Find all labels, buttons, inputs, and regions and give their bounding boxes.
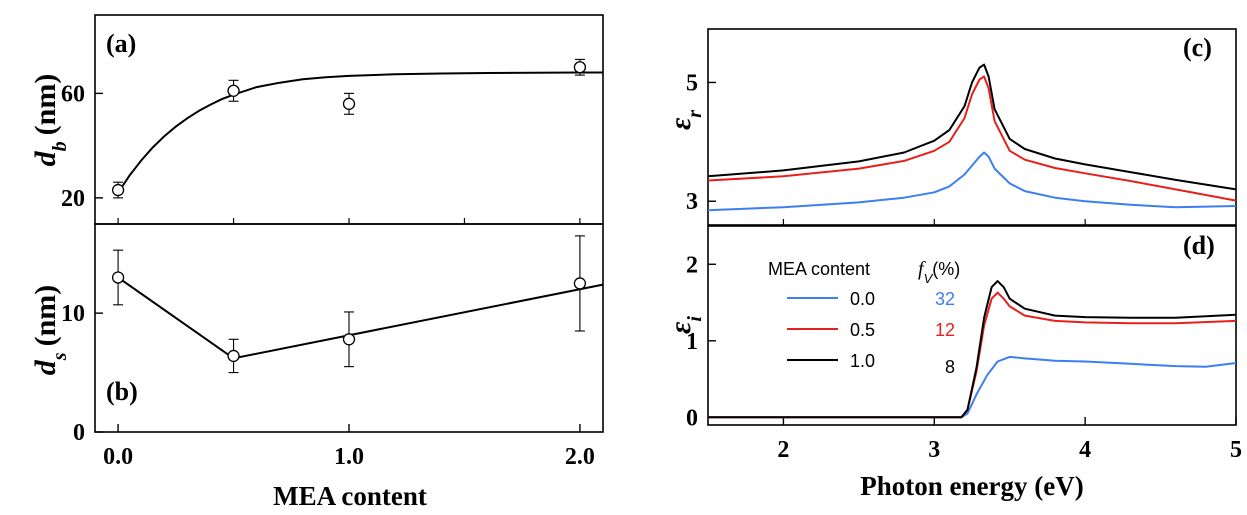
panel-b-xtick-label-0: 0.0 <box>103 444 133 470</box>
legend-header-left: MEA content <box>768 259 870 279</box>
panel-a-label: (a) <box>106 29 136 58</box>
panel-d-label: (d) <box>1183 231 1215 260</box>
panel-b-xtick-label-2: 2.0 <box>565 444 595 470</box>
panel-a-ytick-label-1: 60 <box>61 81 85 107</box>
panel-d-xtick-label-2: 4 <box>1079 437 1091 463</box>
panel-b-point-1 <box>227 349 240 363</box>
panel-d-series-line-1 <box>708 291 1237 419</box>
panel-b-ytick-label-1: 10 <box>61 301 85 327</box>
panel-c-ylabel: εr <box>664 110 706 130</box>
legend-value-1: 12 <box>935 320 955 340</box>
legend: MEA content fV(%) 0.0 32 0.5 12 1.0 8 <box>768 258 960 377</box>
panel-c-ytick-label-0: 3 <box>686 189 698 215</box>
panel-c-series-line-0 <box>707 151 1237 212</box>
panel-d-frame <box>707 225 1237 426</box>
panel-b-point-0 <box>111 271 125 284</box>
panel-a-ytick-label-0: 20 <box>61 186 85 212</box>
panel-a-ylabel-unit: (nm) <box>29 74 62 136</box>
panel-a-frame <box>94 14 604 225</box>
panel-a-point-1 <box>227 84 240 97</box>
panel-d-series-line-0 <box>708 355 1237 419</box>
panel-a-point-0 <box>111 183 125 197</box>
right-xlabel: Photon energy (eV) <box>860 471 1083 501</box>
panel-b-ylabel-main: d <box>29 359 62 375</box>
panel-c-frame <box>707 28 1237 226</box>
panel-c-ylabel-main: ε <box>664 117 697 130</box>
legend-header-right-main: f <box>918 258 926 280</box>
panel-d-ylabel: εi <box>664 316 706 334</box>
legend-header-right-sub: V <box>924 271 934 286</box>
panel-a-fit-line <box>117 71 603 194</box>
panel-d-series-line-2 <box>708 280 1237 419</box>
panel-d-ylabel-main: ε <box>664 321 697 334</box>
panel-d-ytick-label-0: 0 <box>686 405 698 431</box>
legend-label-0: 0.0 <box>850 289 875 309</box>
panel-b-fit-line <box>117 276 604 360</box>
panel-b-ylabel: ds (nm) <box>29 285 71 375</box>
panel-b-ytick-label-0: 0 <box>73 420 85 446</box>
panel-b-ylabel-unit: (nm) <box>29 285 62 347</box>
panel-d-xtick-label-3: 5 <box>1230 437 1242 463</box>
panel-b-xtick-label-1: 1.0 <box>334 444 364 470</box>
panel-a-ylabel-main: d <box>29 150 62 166</box>
panel-d-ytick-label-2: 2 <box>686 252 698 278</box>
legend-label-1: 0.5 <box>850 320 875 340</box>
panel-d-ylabel-sub: i <box>684 316 706 322</box>
panel-c-series-line-1 <box>707 75 1237 202</box>
panel-a-point-3 <box>573 61 587 74</box>
panel-b-point-2 <box>342 333 356 346</box>
panel-d-xtick-label-0: 2 <box>777 437 789 463</box>
legend-header-right: fV(%) <box>918 258 960 286</box>
panel-a-ylabel-sub: b <box>49 141 71 151</box>
panel-a-point-2 <box>342 97 356 110</box>
panel-c-series-line-2 <box>707 63 1237 191</box>
panel-b-point-3 <box>573 277 587 290</box>
panel-c-ytick-label-1: 5 <box>686 70 698 96</box>
panel-a-ylabel: db (nm) <box>29 74 71 167</box>
panel-d-xtick-label-1: 3 <box>928 437 940 463</box>
panel-b-ylabel-sub: s <box>49 352 71 361</box>
panel-b-label: (b) <box>106 377 138 406</box>
legend-header-right-unit: (%) <box>932 259 960 279</box>
legend-value-0: 32 <box>935 289 955 309</box>
legend-value-2: 8 <box>945 357 955 377</box>
panel-c-label: (c) <box>1183 33 1212 62</box>
panel-d-ytick-label-1: 1 <box>686 329 698 355</box>
left-xlabel: MEA content <box>273 481 427 511</box>
panel-c-ylabel-sub: r <box>684 110 706 118</box>
legend-label-2: 1.0 <box>850 351 875 371</box>
